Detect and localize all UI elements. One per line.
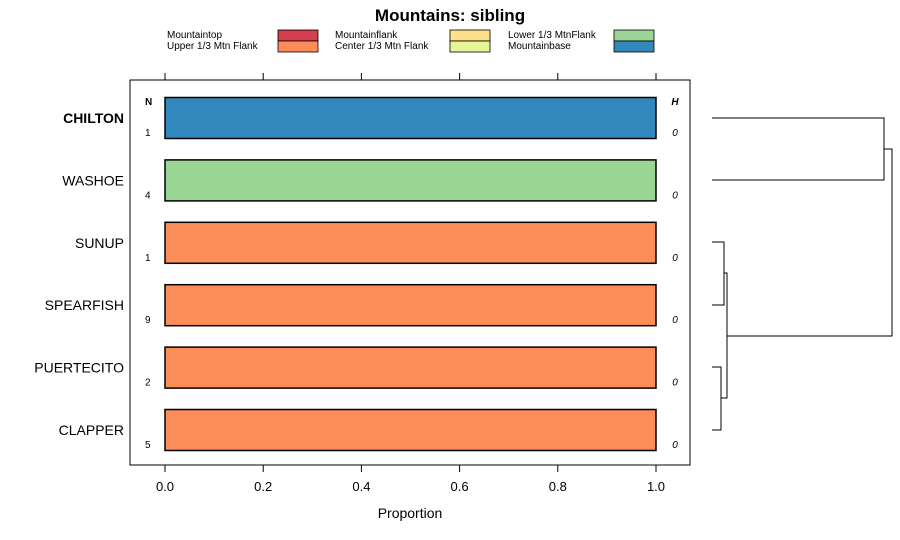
legend-swatch — [277, 29, 319, 42]
row-n-value: 1 — [145, 128, 151, 139]
row-label: SUNUP — [75, 235, 124, 251]
bar-segment — [164, 408, 657, 452]
bar-segment — [164, 283, 657, 327]
bar-rows: CHILTON 1 0 WASHOE 4 0 SUNUP 1 0 SPEARFISH 9 0 PUERT… — [34, 96, 678, 452]
legend-swatch — [613, 40, 655, 53]
bar-segment — [164, 346, 657, 389]
x-tick-label: 0.4 — [352, 479, 370, 494]
row-n-value: 1 — [145, 253, 151, 264]
bar-segment — [164, 221, 657, 265]
row-h-value: 0 — [672, 190, 678, 201]
x-tick-label: 0.8 — [549, 479, 567, 494]
row-n-value: 4 — [145, 190, 151, 201]
row-label: CHILTON — [63, 110, 124, 126]
plot-frame — [129, 79, 691, 466]
n-column-header: N — [145, 97, 152, 108]
row-label: SPEARFISH — [45, 297, 124, 313]
legend-swatch — [449, 40, 491, 53]
x-tick-label: 0.6 — [451, 479, 469, 494]
x-tick-label: 0.2 — [254, 479, 272, 494]
x-tick-label: 1.0 — [647, 479, 665, 494]
x-axis-label: Proportion — [378, 505, 443, 521]
chart-title: Mountains: sibling — [375, 6, 525, 25]
row-label: PUERTECITO — [34, 360, 124, 376]
legend-label: Upper 1/3 Mtn Flank — [167, 41, 259, 52]
dendrogram-branch — [712, 366, 722, 431]
row-label: CLAPPER — [59, 422, 124, 438]
row-h-value: 0 — [672, 128, 678, 139]
row-label: WASHOE — [62, 172, 124, 188]
legend-label: Center 1/3 Mtn Flank — [335, 41, 429, 52]
legend-swatch — [277, 40, 319, 53]
dendrogram-branch — [712, 241, 725, 306]
row-h-value: 0 — [672, 378, 678, 389]
legend-label: Mountainflank — [335, 30, 398, 41]
legend-label: Mountaintop — [167, 30, 222, 41]
x-tick-label: 0.0 — [156, 479, 174, 494]
row-n-value: 9 — [145, 315, 151, 326]
dendrogram-branch — [712, 117, 885, 181]
row-n-value: 2 — [145, 378, 151, 389]
bar-segment — [164, 96, 657, 140]
dendrogram-branch — [727, 148, 893, 337]
legend-label: Mountainbase — [508, 41, 571, 52]
x-axis: 0.0 0.2 0.4 0.6 0.8 1.0 — [156, 73, 665, 494]
legend-swatch — [449, 29, 491, 42]
legend-swatch — [613, 29, 655, 42]
bar-segment — [164, 159, 657, 202]
row-h-value: 0 — [672, 253, 678, 264]
row-h-value: 0 — [672, 315, 678, 326]
dendrogram — [712, 117, 893, 431]
legend-label: Lower 1/3 MtnFlank — [508, 30, 597, 41]
row-h-value: 0 — [672, 440, 678, 451]
row-n-value: 5 — [145, 440, 151, 451]
h-column-header: H — [671, 97, 679, 108]
